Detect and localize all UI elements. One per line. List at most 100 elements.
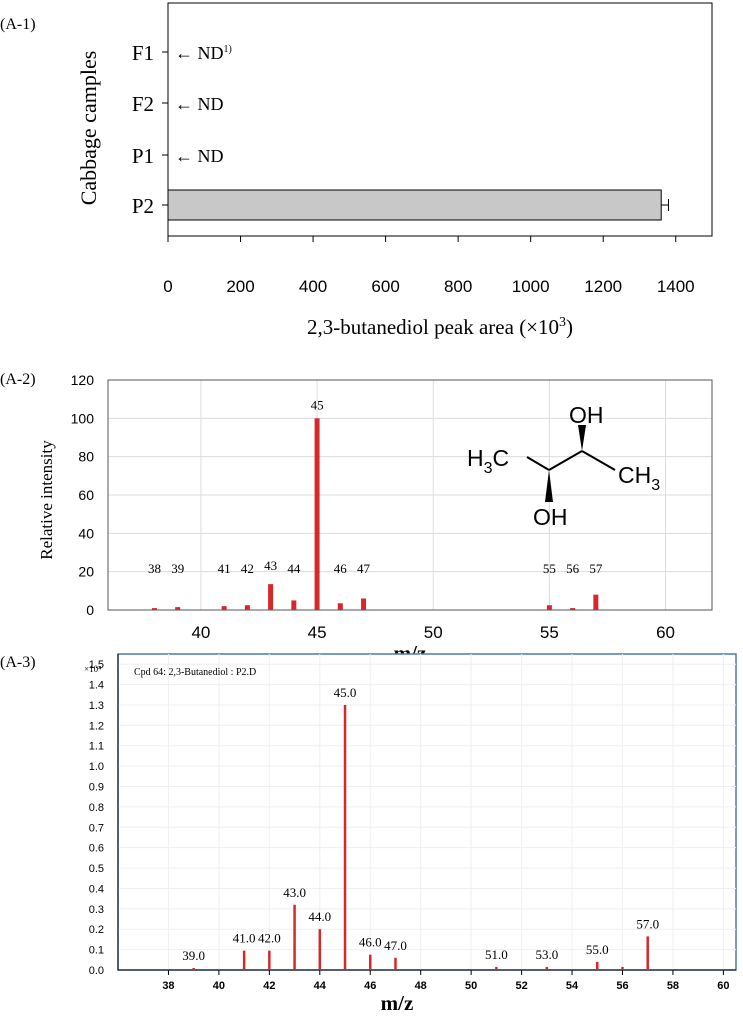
panel-a3: (A-3) 0.0 0.1 0.2 0.3 0.4 0.5 0.6 0.7 0.8 0.9 1.0 1…: [0, 648, 743, 1017]
bar-a1: [167, 189, 662, 221]
molecule-structure: H3C CH3 OH OH: [467, 402, 660, 530]
x-tick-label-a1: 0: [163, 277, 172, 296]
y-tick-label-a3: 1.3: [89, 700, 104, 712]
y-tick-label-a1: P2: [132, 194, 154, 218]
x-tick-label-a1: 200: [226, 277, 254, 296]
peak-a2: [314, 418, 320, 610]
peak-label-a3: 53.0: [535, 947, 558, 962]
peak-label-a2: 38: [148, 561, 161, 576]
y-tick-label-a3: 0.2: [89, 924, 104, 936]
group-h3c-subscript: 3: [484, 460, 493, 477]
bond-c1-c2: [526, 456, 550, 471]
peak-label-a3: 57.0: [636, 916, 659, 931]
peak-a2: [244, 605, 250, 610]
nd-annotation-a1: ← ND1): [175, 43, 232, 63]
peak-label-a3: 39.0: [182, 948, 205, 963]
wedge-bond-upper-oh: [578, 425, 586, 451]
y-tick-label-a1: P1: [132, 144, 154, 168]
wedge-bond-lower-oh: [545, 470, 553, 502]
y-tick-label-a3: 0.7: [89, 822, 104, 834]
x-tick-label-a3: 42: [263, 980, 275, 992]
y-tick-label-a3: 0.0: [89, 965, 104, 977]
y-tick-label-a3: 1.5: [89, 659, 104, 671]
peak-label-a3: 47.0: [384, 938, 407, 953]
peak-label-a3: 51.0: [485, 947, 508, 962]
bond-c2-c3: [548, 450, 583, 471]
y-axis-title-a2: Relative intensity: [37, 440, 56, 560]
group-oh-upper-label: OH: [569, 402, 604, 428]
peak-label-a3: 55.0: [586, 942, 609, 957]
y-tick-label-a3: 0.3: [89, 904, 104, 916]
peak-label-a3: 46.0: [359, 935, 382, 950]
x-tick-label-a3: 50: [465, 980, 477, 992]
peak-a2: [151, 608, 157, 610]
peak-a2: [291, 600, 297, 610]
y-tick-label-a2: 60: [78, 487, 94, 503]
peak-a2: [570, 608, 576, 610]
y-tick-label-a2: 120: [71, 372, 95, 388]
panel-a2: (A-2) 40 45 50 55 60 0 20 40 60 80 100 120 38 39 41 42 4…: [0, 365, 743, 665]
peak-label-a2: 44: [287, 561, 301, 576]
y-tick-label-a3: 1.2: [89, 720, 104, 732]
y-tick-label-a3: 0.8: [89, 802, 104, 814]
x-tick-label-a1: 800: [444, 277, 472, 296]
x-tick-label-a1: 1400: [657, 277, 695, 296]
x-tick-label-a2: 60: [656, 623, 675, 642]
x-tick-label-a1: 600: [371, 277, 399, 296]
peak-label-a2: 57: [589, 561, 603, 576]
y-tick-label-a3: 1.0: [89, 761, 104, 773]
peak-a2: [268, 584, 274, 610]
peak-a2: [221, 606, 227, 610]
peak-a2: [546, 605, 552, 610]
x-tick-label-a3: 56: [616, 980, 628, 992]
nd-annotation-a1: ← ND: [175, 94, 224, 114]
x-tick-label-a3: 44: [314, 980, 327, 992]
peak-label-a3: 43.0: [283, 885, 306, 900]
peak-a2: [337, 603, 343, 610]
x-tick-label-a3: 38: [162, 980, 174, 992]
y-multiplier-a3: ×10⁴: [84, 664, 101, 674]
x-tick-label-a3: 58: [667, 980, 679, 992]
y-tick-label-a2: 40: [78, 525, 94, 541]
peak-label-a3: 42.0: [258, 931, 281, 946]
plot-frame-a2: [107, 379, 713, 611]
panel-a1: (A-1) F1 ← ND1) F2 ← ND P1 ← ND P2 0 200 400 600 80…: [0, 0, 743, 345]
peak-label-a2: 55: [543, 561, 556, 576]
panel-label-a1: (A-1): [0, 16, 36, 33]
y-tick-label-a3: 0.5: [89, 863, 104, 875]
y-tick-label-a1: F2: [132, 92, 154, 116]
x-tick-label-a3: 46: [364, 980, 376, 992]
x-axis-title-close: ): [566, 315, 573, 339]
x-tick-label-a3: 54: [566, 980, 579, 992]
peak-label-a2: 47: [357, 561, 371, 576]
nd-annotation-a1: ← ND: [175, 146, 224, 166]
panel-label-a3: (A-3): [0, 654, 36, 671]
y-axis-title-a1: Cabbage camples: [76, 51, 101, 206]
x-tick-label-a2: 40: [191, 623, 210, 642]
bond-c3-c4: [581, 450, 616, 471]
x-axis-title-a1: 2,3-butanediol peak area (×103): [307, 315, 573, 339]
plot-frame-a1: [167, 2, 713, 237]
group-ch3-label: CH3: [618, 462, 660, 494]
x-tick-label-a3: 60: [717, 980, 729, 992]
peak-label-a2: 45: [311, 397, 324, 412]
peak-label-a3: 41.0: [233, 931, 256, 946]
peak-label-a2: 39: [171, 561, 184, 576]
peak-label-a3: 45.0: [334, 685, 357, 700]
chart-a1: F1 ← ND1) F2 ← ND P1 ← ND P2 0 200 400 600 800 1000 1…: [76, 2, 713, 339]
y-tick-label-a2: 100: [71, 410, 95, 426]
x-tick-label-a2: 45: [308, 623, 327, 642]
x-tick-label-a1: 1200: [584, 277, 622, 296]
x-axis-title-sup: 3: [559, 315, 566, 330]
chart-a2: 40 45 50 55 60 0 20 40 60 80 100 120 38 39 41 42 43 44 45 4…: [37, 372, 713, 665]
peak-label-a2: 43: [264, 558, 277, 573]
plot-frame-a3: [117, 653, 737, 971]
peak-label-a3: 44.0: [308, 909, 331, 924]
x-tick-label-a3: 40: [213, 980, 225, 992]
x-tick-label-a2: 50: [424, 623, 443, 642]
chart-title-a3: Cpd 64: 2,3-Butanediol : P2.D: [134, 667, 256, 678]
peak-label-a2: 56: [566, 561, 580, 576]
y-tick-label-a3: 1.4: [89, 680, 104, 692]
nd-footnote-mark: 1): [224, 44, 232, 55]
peak-label-a2: 41: [218, 561, 231, 576]
